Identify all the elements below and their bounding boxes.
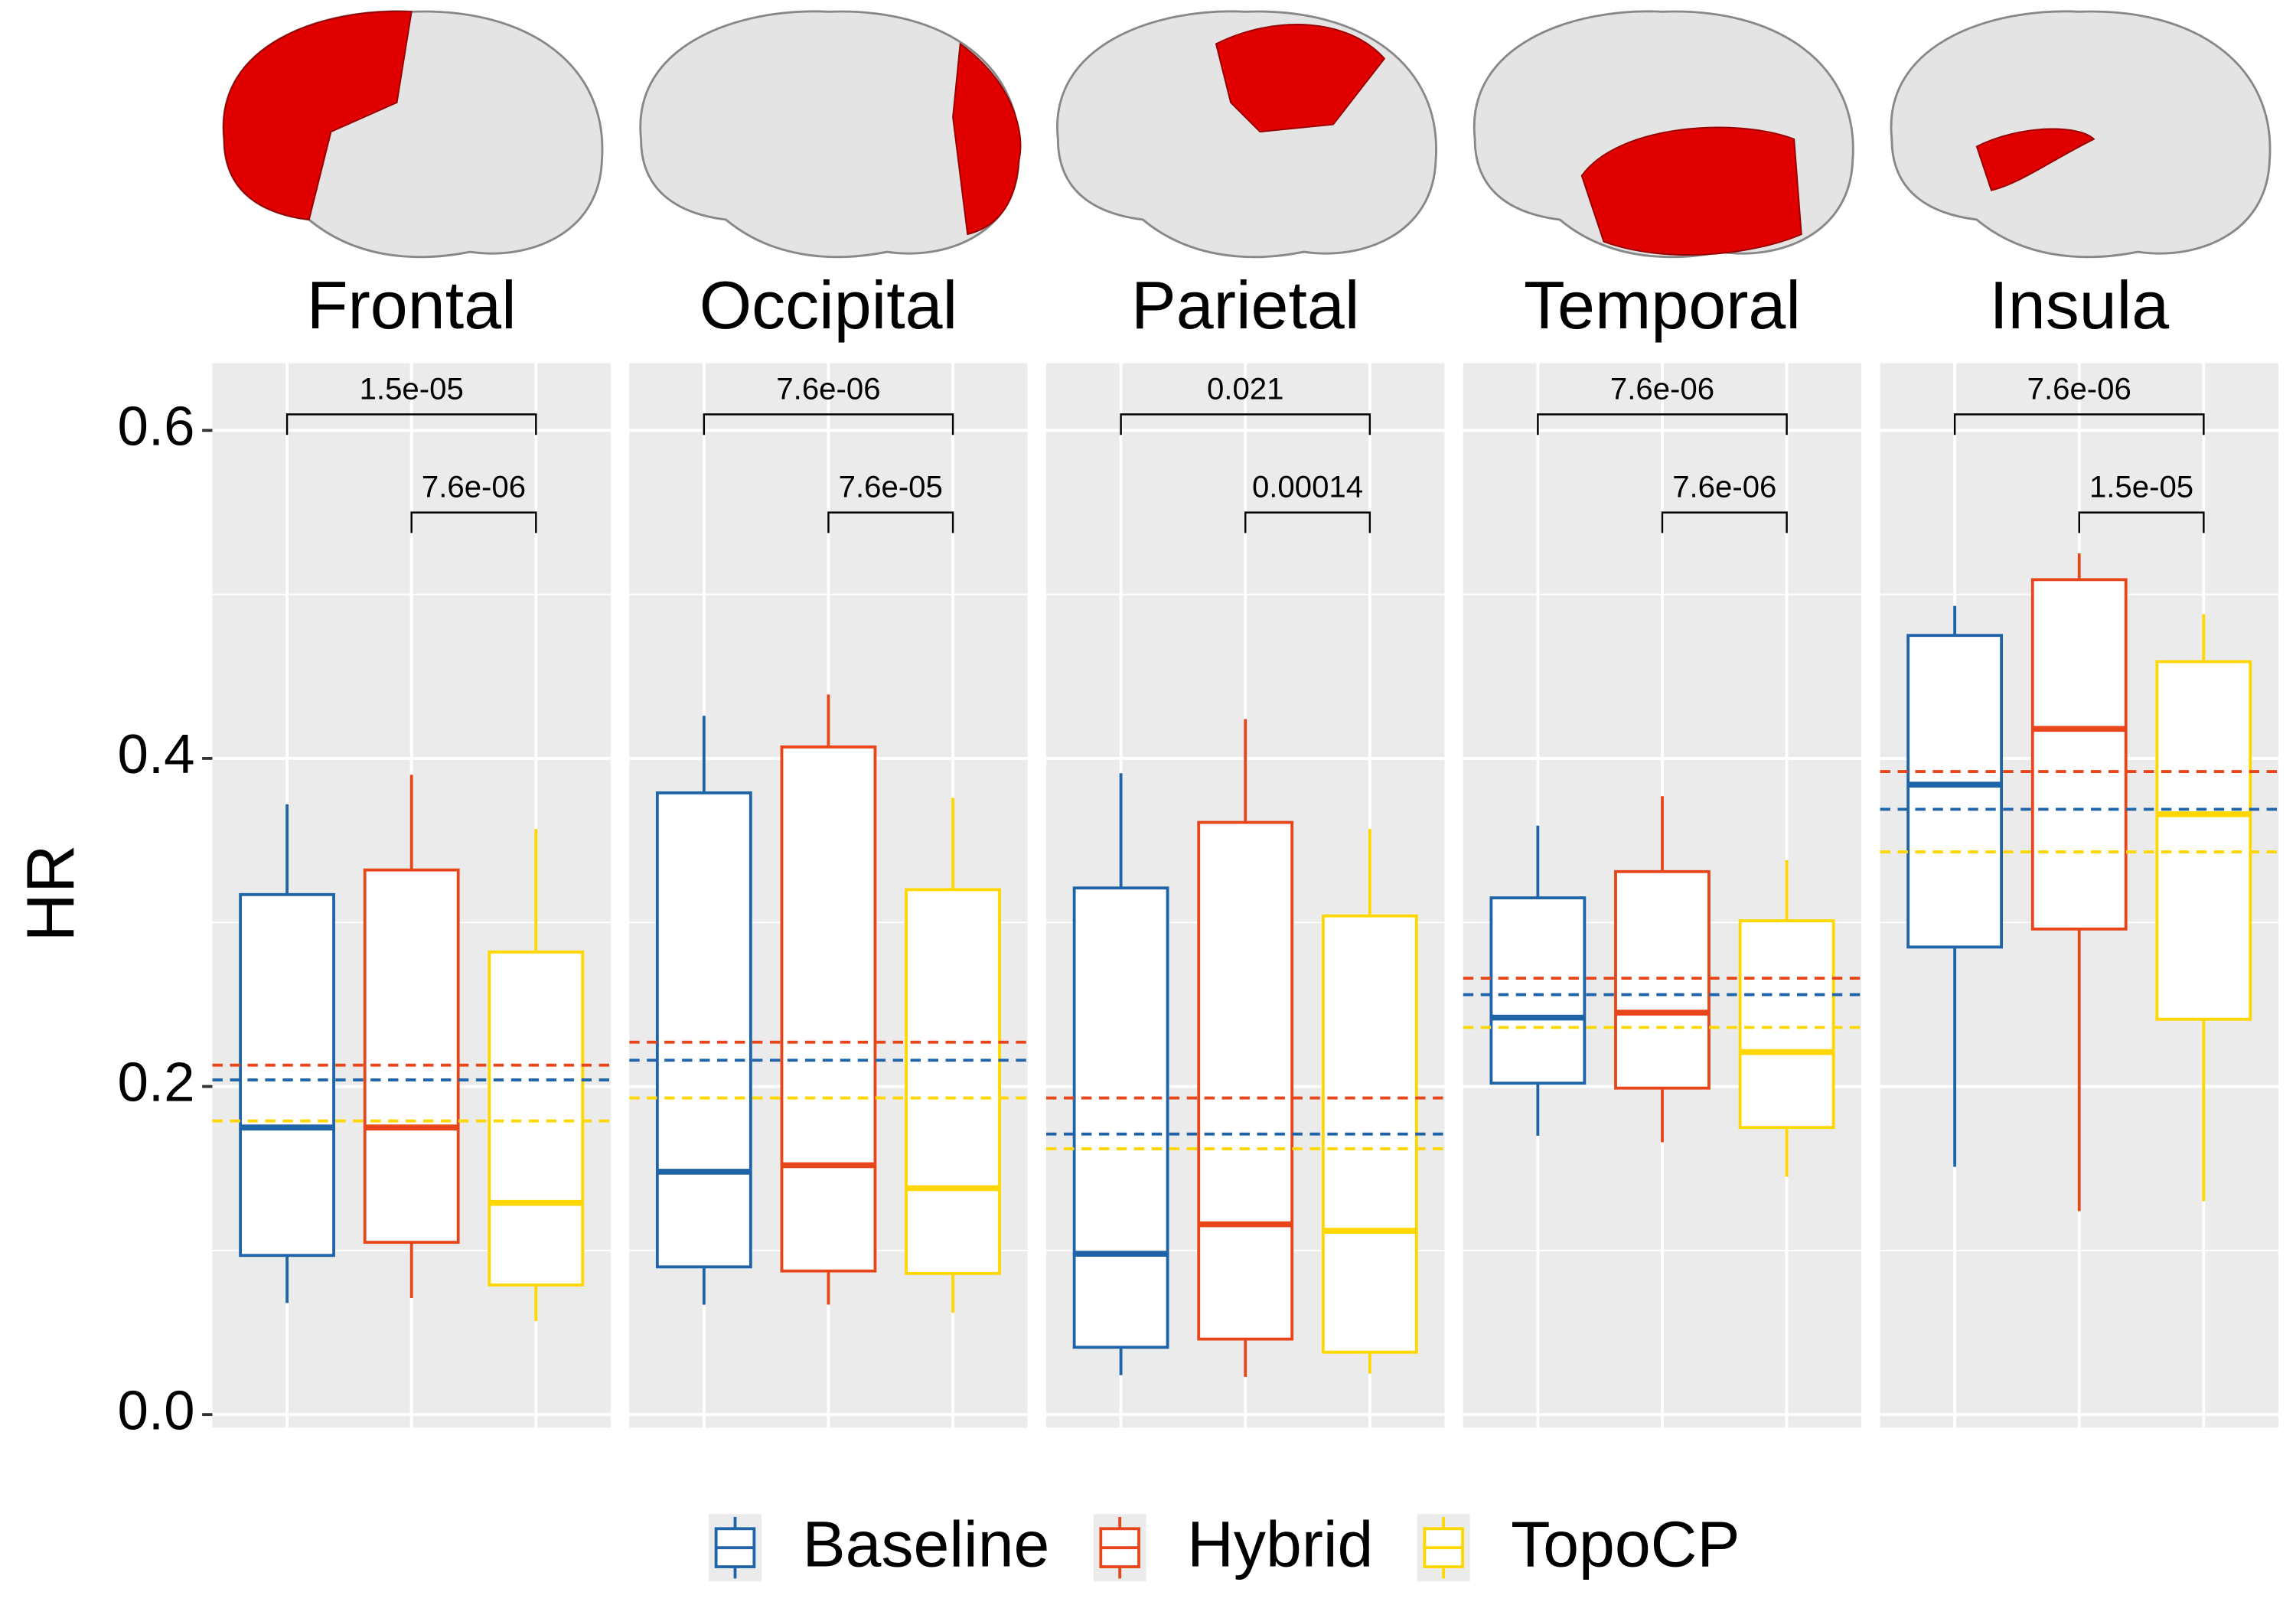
significance-bracket xyxy=(827,511,954,533)
facet-title: Temporal xyxy=(1524,267,1801,343)
brain-region xyxy=(1975,128,2095,191)
significance-bracket xyxy=(703,413,954,435)
significance-bracket xyxy=(1953,413,2205,435)
legend-label: TopoCP xyxy=(1511,1508,1740,1580)
significance-bracket xyxy=(1120,413,1371,435)
y-tick-label: 0.6 xyxy=(118,396,195,458)
facet-title: Parietal xyxy=(1131,267,1359,343)
significance-bracket xyxy=(1244,511,1371,533)
significance-bracket xyxy=(2078,511,2205,533)
p-value-label: 0.00014 xyxy=(1252,470,1363,504)
brain-icon xyxy=(639,10,1022,259)
y-tick-label: 0.2 xyxy=(118,1052,195,1114)
legend-label: Baseline xyxy=(803,1508,1050,1580)
brain-region xyxy=(223,10,413,221)
p-value-label: 1.5e-05 xyxy=(360,371,464,406)
p-value-label: 7.6e-06 xyxy=(1610,371,1714,406)
legend-item: Hybrid xyxy=(1093,1508,1373,1582)
legend-item: TopoCP xyxy=(1417,1508,1740,1582)
significance-bracket xyxy=(285,413,537,435)
box xyxy=(1738,919,1835,1130)
box xyxy=(1072,886,1169,1349)
y-axis-label: HR xyxy=(12,844,88,941)
box xyxy=(239,892,335,1258)
facet-title: Occipital xyxy=(700,267,957,343)
brain-icon xyxy=(1473,10,1854,259)
p-value-label: 1.5e-05 xyxy=(2089,470,2193,504)
p-value-label: 7.6e-05 xyxy=(839,470,943,504)
y-tick-label: 0.0 xyxy=(118,1379,195,1441)
brain-region xyxy=(952,42,1022,236)
box xyxy=(363,868,460,1244)
p-value-label: 7.6e-06 xyxy=(776,371,880,406)
box xyxy=(905,888,1001,1275)
p-value-label: 7.6e-06 xyxy=(2027,371,2131,406)
legend-item: Baseline xyxy=(709,1508,1050,1582)
legend-label: Hybrid xyxy=(1187,1508,1373,1580)
brain-icon xyxy=(1890,10,2272,259)
box xyxy=(655,791,752,1269)
facet-title: Insula xyxy=(1989,267,2169,343)
brain-region xyxy=(1215,24,1386,133)
box xyxy=(1197,820,1294,1341)
box xyxy=(1906,634,2004,949)
significance-bracket xyxy=(1537,413,1788,435)
box xyxy=(2155,660,2252,1021)
y-tick-label: 0.4 xyxy=(118,723,195,785)
box xyxy=(780,745,877,1273)
box xyxy=(488,950,585,1287)
p-value-label: 7.6e-06 xyxy=(1672,470,1776,504)
box xyxy=(2030,578,2128,931)
p-value-label: 0.021 xyxy=(1207,371,1284,406)
box xyxy=(1489,896,1587,1085)
brain-icon xyxy=(1056,10,1437,259)
significance-bracket xyxy=(410,511,537,533)
box xyxy=(1614,869,1711,1090)
brain-icon xyxy=(222,10,604,259)
significance-bracket xyxy=(1661,511,1788,533)
brain-region xyxy=(1580,126,1802,256)
p-value-label: 7.6e-06 xyxy=(422,470,526,504)
facet-title: Frontal xyxy=(307,267,517,343)
